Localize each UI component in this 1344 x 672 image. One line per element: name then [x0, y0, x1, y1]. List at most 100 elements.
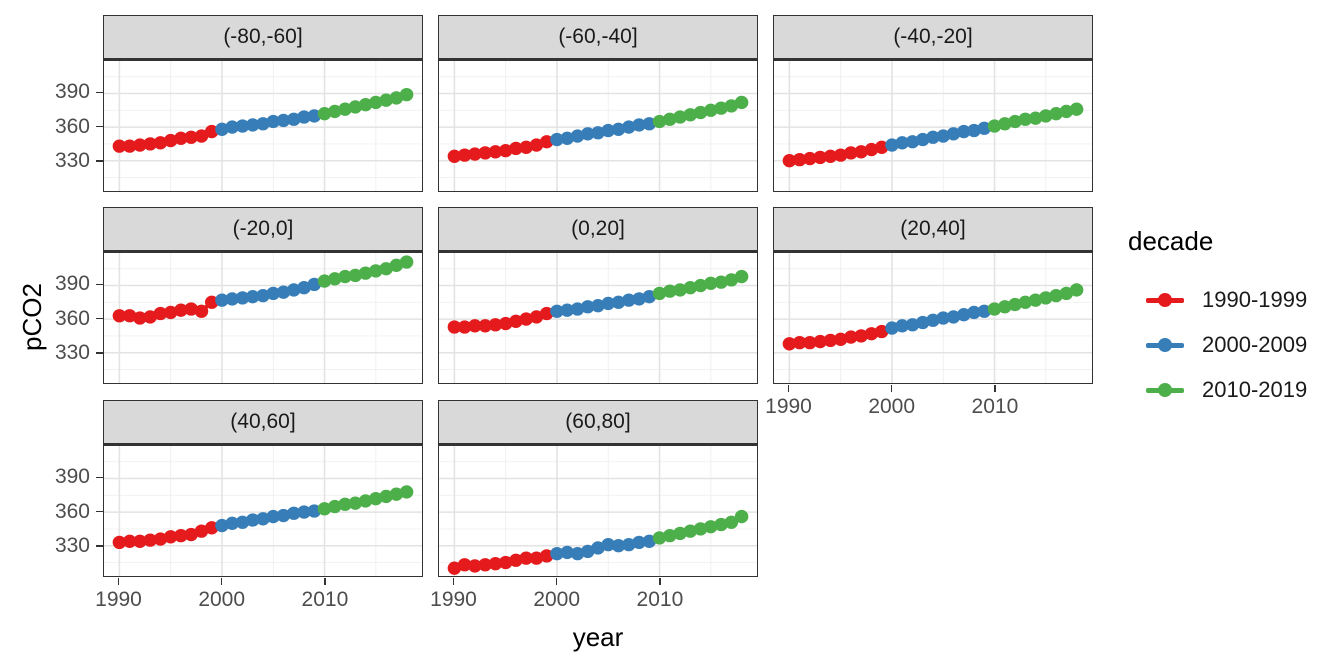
y-tick [96, 352, 103, 354]
x-tick-label: 2000 [198, 588, 246, 611]
y-tick-label: 360 [54, 306, 90, 330]
data-point [601, 123, 615, 138]
data-point [204, 295, 219, 309]
legend-dot-icon [1158, 338, 1172, 352]
data-point [235, 119, 250, 133]
facet-plot-area [439, 253, 757, 383]
data-point [256, 117, 270, 131]
facet-panel [438, 444, 758, 577]
data-point [184, 302, 198, 316]
data-point [317, 107, 332, 121]
series-1990-1999 [447, 135, 554, 163]
facet-panel [438, 59, 758, 192]
data-point [529, 138, 544, 152]
data-point [348, 496, 363, 510]
data-point [926, 130, 940, 144]
data-point [967, 123, 981, 138]
data-point [803, 335, 817, 350]
y-tick-label: 330 [54, 534, 90, 557]
legend-entry-label: 2000-2009 [1202, 332, 1308, 357]
data-point [122, 534, 137, 548]
data-point [287, 283, 301, 297]
data-point [112, 139, 127, 153]
x-tick [787, 385, 790, 392]
y-tick [96, 476, 103, 479]
data-point [652, 531, 667, 545]
data-point [225, 292, 239, 306]
facet-strip-label: (-80,-60] [223, 25, 303, 48]
y-tick [96, 125, 103, 128]
data-point [1049, 107, 1063, 121]
data-point [704, 276, 718, 290]
data-point [369, 492, 383, 506]
data-point [560, 131, 574, 145]
data-point [266, 286, 280, 301]
data-point [215, 122, 229, 136]
data-point [622, 293, 636, 307]
data-point [652, 114, 667, 129]
data-point [488, 145, 503, 159]
data-point [246, 513, 260, 527]
facet-strip: (60,80] [438, 400, 758, 444]
facet-plot-area [104, 446, 422, 576]
data-point [570, 129, 585, 143]
data-point [246, 290, 260, 304]
data-point [122, 309, 137, 323]
data-point [215, 518, 229, 533]
data-point [399, 87, 414, 102]
data-point [379, 489, 393, 504]
data-point [663, 112, 677, 126]
data-point [632, 292, 646, 306]
data-point [276, 113, 291, 128]
data-point [977, 121, 992, 135]
data-point [957, 308, 971, 322]
data-point [936, 129, 950, 143]
data-point [693, 278, 708, 293]
data-point [112, 535, 127, 550]
data-point [204, 521, 219, 535]
data-point [112, 309, 127, 323]
series-1990-1999 [447, 306, 554, 334]
facet-panel [773, 251, 1093, 384]
data-point [683, 524, 698, 538]
facet-plot-area [774, 61, 1092, 191]
data-point [936, 311, 950, 325]
facet-strip-label: (-20,0] [232, 217, 294, 240]
facet-plot-area [104, 61, 422, 191]
data-point [905, 135, 920, 149]
data-point [874, 140, 889, 154]
data-point [782, 154, 797, 168]
data-point [338, 269, 352, 284]
data-point [1059, 104, 1074, 119]
data-point [338, 102, 352, 116]
data-point [813, 334, 827, 349]
series-2000-2009 [885, 304, 992, 335]
data-point [693, 522, 708, 536]
data-point [143, 533, 157, 547]
data-point [642, 117, 657, 131]
data-point [133, 138, 147, 152]
data-point [905, 318, 920, 332]
data-point [358, 98, 373, 112]
data-point [184, 130, 198, 144]
legend-key-icon [1146, 374, 1184, 406]
data-point [734, 95, 749, 110]
data-point [926, 313, 940, 327]
data-point [803, 151, 817, 166]
data-point [1028, 111, 1043, 125]
data-point [328, 104, 342, 119]
series-1990-1999 [782, 140, 889, 168]
legend-key-icon [1146, 284, 1184, 316]
data-point [287, 112, 301, 126]
data-point [581, 300, 595, 314]
x-tick-label: 1990 [430, 588, 477, 611]
series-2010-2019 [652, 269, 749, 301]
data-point [133, 311, 147, 325]
data-point [1008, 114, 1022, 129]
data-point [792, 152, 807, 167]
series-2010-2019 [987, 102, 1084, 133]
data-point [225, 120, 239, 134]
data-point [379, 262, 393, 276]
data-point [946, 310, 961, 324]
